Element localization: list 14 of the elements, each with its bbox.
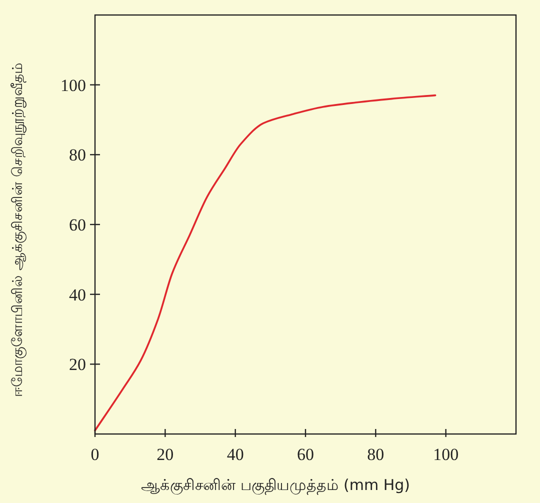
x-tick-label: 60 — [297, 445, 314, 464]
y-axis-title: ஈமோகுளோபினில் ஆக்குசிசனின் செறிவுநூற்றுவீதம் — [10, 63, 27, 397]
x-tick-label: 100 — [433, 445, 459, 464]
y-tick-label: 80 — [69, 146, 86, 165]
y-tick-label: 100 — [60, 76, 86, 95]
y-tick-label: 20 — [69, 355, 86, 374]
x-tick-label: 20 — [156, 445, 174, 464]
x-tick-label: 0 — [90, 445, 100, 464]
y-tick-label: 40 — [69, 285, 86, 304]
y-tick-label: 60 — [69, 216, 86, 234]
x-tick-label: 40 — [226, 445, 244, 464]
x-tick-label: 80 — [367, 445, 384, 464]
x-axis-title: ஆக்குசிசனின் பகுதியமுத்தம் (mm Hg) — [140, 476, 410, 495]
line-series — [94, 94, 436, 432]
